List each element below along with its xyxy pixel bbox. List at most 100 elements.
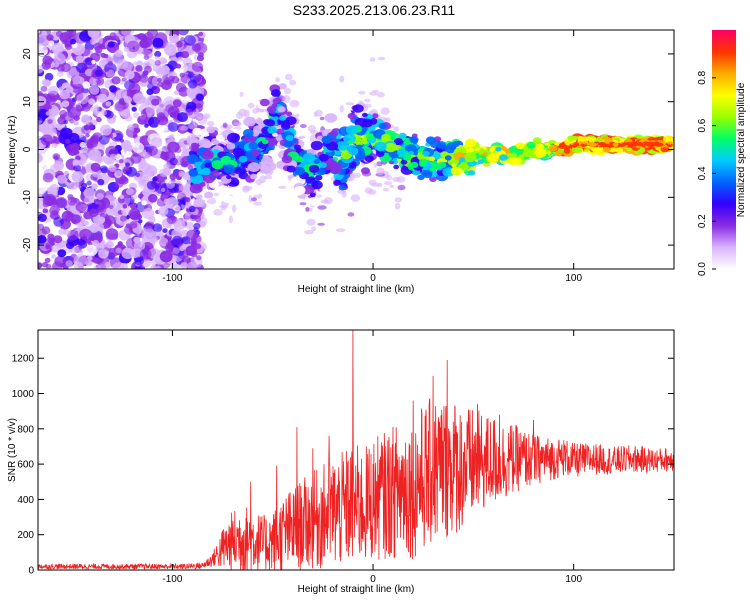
noise-blob [114, 179, 124, 188]
signal-blob [459, 157, 466, 162]
noise-blob [163, 163, 170, 170]
snr-xtick-label: -100 [162, 574, 182, 585]
halo-blob [376, 161, 383, 167]
signal-blob [217, 185, 230, 195]
halo-blob [295, 113, 300, 118]
halo-blob [255, 178, 263, 186]
colorbar-tick-label: 0.0 [697, 262, 708, 276]
halo-blob [185, 211, 193, 216]
colorbar-tick-label: 0.2 [697, 214, 708, 228]
noise-blob [38, 262, 43, 269]
peak-blob [666, 143, 673, 148]
signal-blob [429, 156, 436, 162]
noise-blob [89, 85, 100, 95]
noise-blob [143, 54, 150, 61]
noise-blob [46, 34, 54, 41]
signal-blob [396, 149, 406, 156]
noise-blob [51, 108, 60, 116]
noise-blob [160, 151, 170, 160]
signal-blob [265, 119, 276, 127]
noise-blob [144, 65, 152, 73]
noise-blob [101, 167, 109, 174]
signal-blob [352, 104, 364, 113]
noise-blob [73, 254, 88, 266]
noise-blob [188, 205, 196, 213]
halo-blob [248, 195, 253, 203]
noise-blob [123, 95, 129, 101]
noise-blob [38, 108, 48, 121]
noise-blob [131, 212, 140, 220]
signal-blob [479, 154, 486, 159]
halo-blob [369, 57, 376, 62]
noise-blob [45, 111, 51, 116]
noise-blob [157, 115, 169, 126]
noise-blob [87, 241, 93, 246]
noise-blob [112, 95, 119, 101]
noise-blob [85, 260, 93, 267]
signal-blob [366, 133, 375, 141]
noise-blob [121, 77, 127, 82]
signal-blob [319, 162, 327, 169]
noise-blob [128, 83, 141, 95]
noise-blob [175, 82, 187, 93]
signal-blob [422, 150, 430, 157]
noise-blob [132, 89, 137, 94]
halo-blob [228, 215, 233, 224]
halo-blob [213, 209, 223, 216]
noise-blob [42, 208, 49, 214]
noise-blob [38, 235, 47, 244]
noise-blob [59, 89, 70, 100]
noise-blob [132, 93, 145, 104]
signal-blob [408, 150, 414, 155]
halo-blob [317, 222, 325, 226]
noise-blob [42, 126, 53, 137]
noise-blob [53, 235, 63, 244]
noise-blob [191, 43, 202, 52]
noise-blob [158, 237, 169, 247]
noise-blob [144, 123, 149, 128]
noise-blob [41, 261, 49, 268]
noise-blob [96, 116, 102, 123]
noise-blob [152, 223, 163, 233]
peak-blob [590, 143, 597, 147]
noise-blob [72, 75, 82, 85]
noise-blob [97, 179, 105, 186]
signal-blob [294, 167, 306, 176]
signal-blob [374, 141, 387, 152]
noise-blob [177, 30, 189, 36]
noise-blob [134, 265, 142, 269]
signal-blob [315, 174, 323, 181]
noise-blob [105, 101, 112, 107]
snr-line [38, 330, 674, 570]
signal-blob [467, 170, 476, 176]
noise-blob [126, 40, 140, 53]
noise-blob [75, 105, 82, 110]
signal-blob [294, 144, 301, 150]
noise-blob [75, 201, 88, 212]
chart-title: S233.2025.213.06.23.R11 [293, 2, 456, 18]
signal-blob [193, 198, 205, 208]
noise-blob [75, 55, 84, 63]
noise-blob [71, 171, 84, 183]
signal-blob [384, 142, 397, 153]
halo-blob [304, 230, 314, 235]
noise-blob [107, 60, 113, 66]
signal-blob [318, 153, 329, 162]
snr-frame [37, 329, 675, 571]
noise-blob [127, 124, 135, 131]
halo-blob [377, 56, 386, 61]
noise-blob [95, 244, 104, 252]
noise-blob [84, 244, 98, 257]
noise-blob [38, 197, 43, 202]
noise-blob [164, 44, 177, 56]
halo-blob [358, 90, 366, 95]
halo-blob [316, 194, 322, 198]
halo-blob [234, 122, 242, 126]
noise-blob [157, 81, 164, 88]
halo-blob [389, 184, 395, 188]
spectrogram-xlabel: Height of straight line (km) [298, 284, 415, 295]
noise-blob [154, 50, 162, 58]
noise-blob [187, 261, 197, 269]
signal-blob [227, 132, 240, 143]
noise-blob [122, 204, 128, 209]
